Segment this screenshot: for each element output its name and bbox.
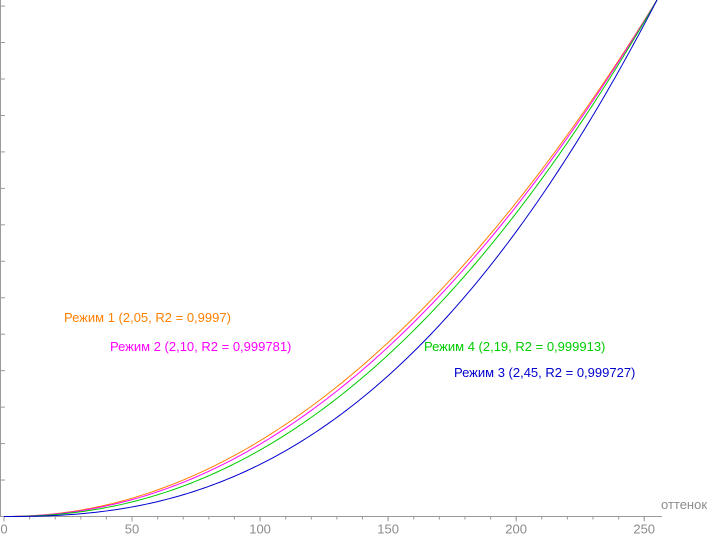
curve-rezhim-2 [3,0,658,517]
legend-label-rezhim-2: Режим 2 (2,10, R2 = 0,999781) [110,339,292,354]
legend-label-rezhim-1: Режим 1 (2,05, R2 = 0,9997) [64,310,231,325]
x-tick-label: 150 [377,522,399,537]
legend-label-rezhim-3: Режим 3 (2,45, R2 = 0,999727) [454,365,636,380]
curve-rezhim-4 [3,0,658,517]
x-tick-label: 250 [633,522,655,537]
curve-rezhim-3 [4,0,658,517]
x-tick-label: 100 [249,522,271,537]
x-tick-label: 50 [125,522,139,537]
x-axis-label: оттенок [661,497,708,512]
x-tick-label: 200 [505,522,527,537]
curve-rezhim-1 [3,0,658,517]
x-tick-label: 0 [0,522,7,537]
legend-label-rezhim-4: Режим 4 (2,19, R2 = 0,999913) [424,339,606,354]
